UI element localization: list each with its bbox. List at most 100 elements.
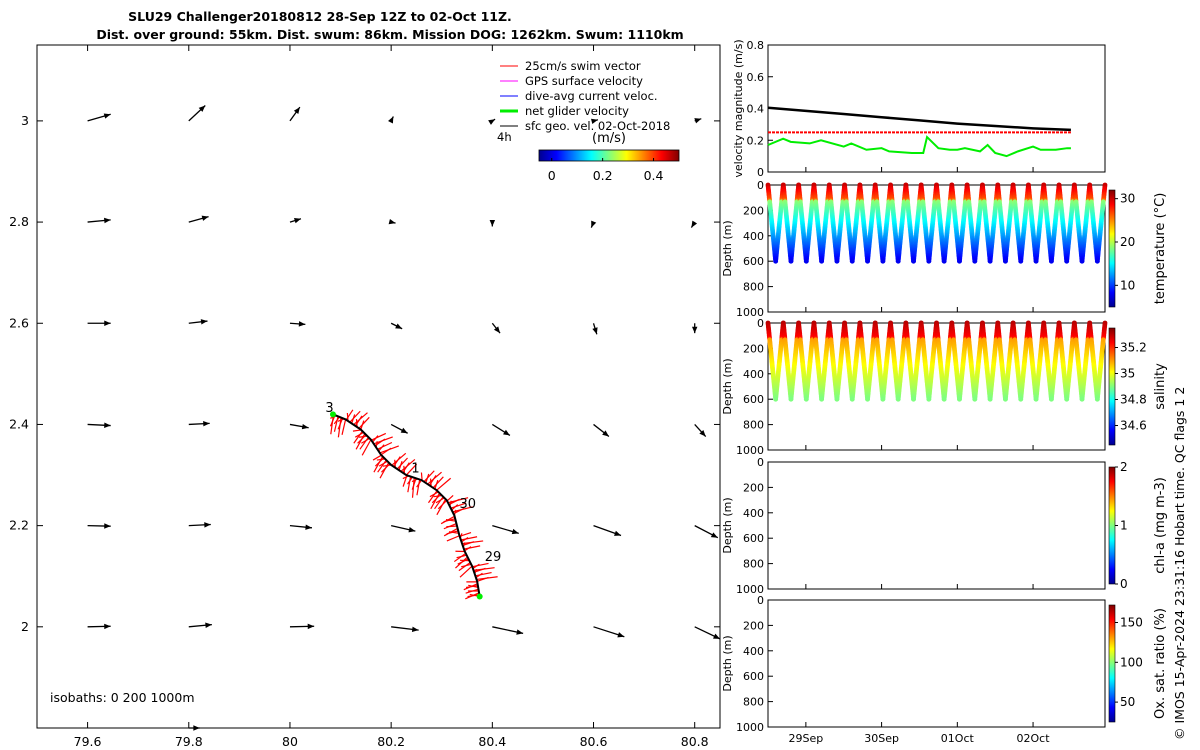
- geo-vector-arrow: [391, 626, 419, 633]
- salinity-sample: [1033, 396, 1039, 402]
- map-xtick-label: 80: [282, 734, 298, 749]
- swim-vector: [396, 457, 408, 470]
- geo-vector-arrow: [87, 523, 111, 529]
- swim-vector: [463, 583, 478, 591]
- chl-a-ctick-label: 1: [1120, 519, 1128, 533]
- geo-vector-arrow: [289, 321, 306, 327]
- swim-vector: [358, 416, 370, 429]
- temperature-sample: [1003, 258, 1008, 264]
- panel-ytick-label: 800: [743, 419, 764, 432]
- salinity-sample: [1094, 396, 1100, 402]
- salinity-ctick-label: 35: [1120, 367, 1135, 381]
- temperature-sample: [1048, 258, 1054, 264]
- swim-vector: [446, 494, 454, 502]
- swim-vector: [458, 561, 471, 572]
- geo-vector-arrow: [289, 218, 302, 224]
- swim-vector: [377, 459, 387, 473]
- map-xtick-label: 80.2: [377, 734, 405, 749]
- temperature-sample: [819, 258, 825, 264]
- map-xtick-label: 79.6: [74, 734, 102, 749]
- geo-vector-arrow: [188, 105, 206, 122]
- map-ytick-label: 2.8: [9, 214, 29, 229]
- panel-ytick-label: 200: [743, 342, 764, 355]
- map-legend: 25cm/s swim vector GPS surface velocity …: [497, 59, 670, 144]
- salinity-ylabel: Depth (m): [721, 358, 734, 414]
- swim-vector: [436, 498, 447, 516]
- panel-ytick-label: 600: [743, 532, 764, 545]
- salinity-sample: [880, 396, 886, 402]
- geo-vector-arrow: [87, 320, 111, 326]
- swim-vector: [333, 416, 339, 432]
- temperature-sample: [788, 258, 794, 264]
- salinity-sample: [865, 396, 870, 402]
- time-tick-label: 01Oct: [941, 732, 975, 745]
- swim-vector: [465, 588, 479, 594]
- geo-vector-arrow: [492, 626, 524, 635]
- swim-vector: [359, 436, 369, 450]
- swim-vector: [391, 452, 407, 466]
- swim-vector: [465, 592, 480, 600]
- swim-vector: [475, 571, 492, 577]
- panel-frame: [767, 461, 1106, 590]
- swim-vector: [459, 531, 472, 537]
- track-day-label: 1: [411, 462, 419, 477]
- swim-vector: [407, 476, 412, 493]
- salinity-colorbar: [1108, 327, 1116, 446]
- geo-vector-arrow: [593, 423, 610, 438]
- panel-ytick-label: 1000: [736, 306, 764, 319]
- temperature-clabel: temperature (°C): [1153, 193, 1168, 305]
- panel-ytick-label: 400: [743, 645, 764, 658]
- track-day-label: 3: [325, 401, 333, 416]
- swim-vector: [373, 456, 384, 473]
- swim-vector: [427, 471, 442, 485]
- swim-vector: [446, 535, 460, 542]
- temperature-ctick-label: 10: [1120, 278, 1135, 292]
- temperature-sample: [834, 258, 840, 264]
- isobaths-label: isobaths: 0 200 1000m: [50, 690, 195, 705]
- panel-frame: [767, 44, 1106, 173]
- time-tick-label: 02Oct: [1017, 732, 1051, 745]
- swim-vector: [400, 458, 416, 472]
- geo-vector-arrow: [188, 319, 208, 325]
- geo-vector-arrow: [289, 106, 301, 122]
- swim-vector: [355, 433, 366, 450]
- geo-vector-arrow: [188, 725, 200, 731]
- temperature-sample: [895, 258, 901, 264]
- panel-ytick-label: 600: [743, 393, 764, 406]
- copyright-text: © IMOS 15-Apr-2024 23:31:16 Hobart time.…: [1172, 387, 1187, 740]
- geo-vector-arrow: [390, 423, 408, 434]
- temperature-sample: [926, 258, 932, 264]
- swim-vector: [453, 552, 467, 563]
- velocity-ylabel: velocity magnitude (m/s): [732, 39, 745, 177]
- chl-a-ctick-label: 2: [1120, 460, 1128, 474]
- geo-vector-arrow: [593, 525, 622, 537]
- geo-vector-arrow: [492, 525, 519, 535]
- panel-ytick-label: 0.6: [747, 71, 765, 84]
- swim-vector: [372, 454, 382, 461]
- map-y-axis: 22.22.42.62.83: [9, 113, 720, 634]
- geo-vector-arrow: [590, 220, 597, 228]
- panel-ytick-label: 800: [743, 696, 764, 709]
- track-day-label: 30: [459, 497, 476, 512]
- temperature-sample: [941, 258, 947, 264]
- panel-ytick-label: 600: [743, 255, 764, 268]
- oxygen-ctick-label: 50: [1120, 695, 1135, 709]
- swim-vector: [452, 506, 473, 513]
- salinity-sample: [849, 396, 855, 402]
- temperature-colorbar: [1108, 189, 1116, 308]
- legend-entry-swim: 25cm/s swim vector: [525, 59, 641, 73]
- legend-scale-label: 4h: [497, 130, 512, 144]
- temperature-sample: [773, 258, 779, 264]
- swim-vector: [345, 409, 354, 421]
- colorbar-tick-label: 0: [548, 168, 556, 183]
- panel-ytick-label: 0: [757, 456, 764, 469]
- geo-vector-arrow: [390, 322, 403, 330]
- geo-vector-arrow: [491, 322, 501, 334]
- map-ytick-label: 3: [21, 113, 29, 128]
- swim-vector: [455, 556, 468, 569]
- chl-a-colorbar: [1108, 466, 1116, 585]
- time-tick-label: 30Sep: [864, 732, 899, 745]
- salinity-sample: [1079, 396, 1085, 402]
- salinity-sample: [819, 396, 825, 402]
